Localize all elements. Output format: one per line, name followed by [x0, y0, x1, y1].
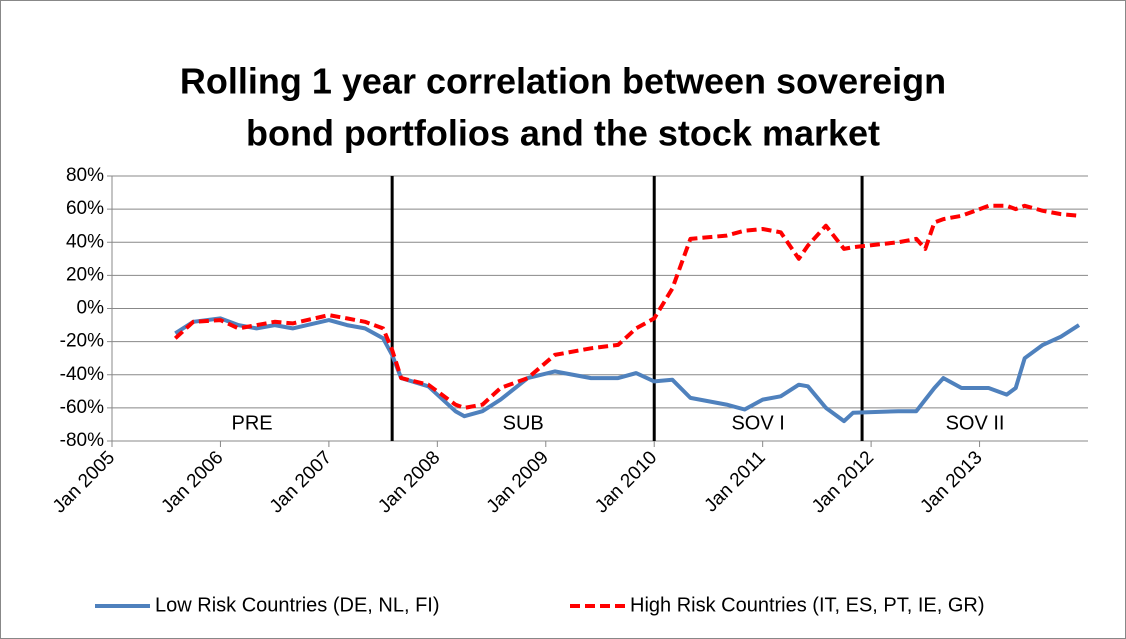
y-tick-label: 40% [66, 231, 104, 252]
y-tick-label: 20% [66, 264, 104, 285]
y-tick-label: 0% [77, 298, 105, 319]
y-tick-label: -60% [60, 397, 104, 418]
regime-label: PRE [232, 412, 273, 434]
regime-label: SOV I [731, 412, 784, 434]
chart-title: bond portfolios and the stock market [246, 113, 880, 154]
y-tick-label: 80% [66, 165, 104, 186]
y-tick-label: -80% [60, 430, 104, 451]
legend-label: High Risk Countries (IT, ES, PT, IE, GR) [630, 594, 985, 616]
data-line [174, 316, 1081, 424]
y-tick-label: 60% [66, 198, 104, 219]
data-line [173, 203, 1080, 410]
y-tick-label: -20% [60, 331, 104, 352]
regime-label: SOV II [946, 412, 1005, 434]
legend-label: Low Risk Countries (DE, NL, FI) [155, 594, 440, 616]
regime-label: SUB [503, 412, 544, 434]
y-tick-label: -40% [60, 364, 104, 385]
chart-title: Rolling 1 year correlation between sover… [180, 61, 946, 102]
